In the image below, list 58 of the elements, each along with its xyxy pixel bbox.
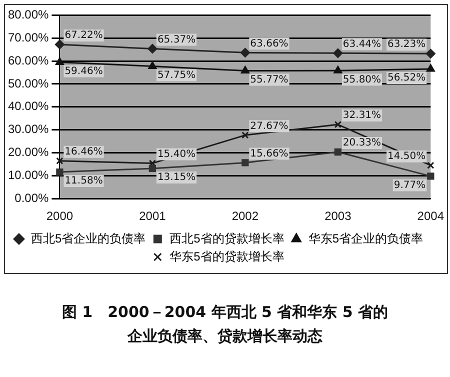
point	[334, 148, 342, 156]
point	[240, 66, 250, 74]
data-label: 32.31%	[342, 110, 382, 122]
data-label: 56.52%	[388, 72, 426, 84]
point	[148, 164, 156, 172]
data-label: 63.44%	[342, 38, 382, 50]
x-tick-label: 2003	[324, 209, 352, 224]
point	[334, 120, 342, 128]
legend-label: 华东5省企业的负债率	[308, 231, 424, 246]
legend-label: 西北5省的贷款增长率	[170, 231, 284, 246]
caption: 图 1 2000－2004 年西北 5 省和华东 5 省的企业负债率、贷款增长率动态	[60, 302, 390, 347]
point	[333, 48, 343, 58]
data-label: 55.77%	[250, 74, 288, 86]
x-tick-label: 2001	[139, 209, 166, 224]
y-tick-label: 10.00%	[8, 168, 50, 182]
data-label: 27.67%	[250, 120, 288, 132]
point	[426, 64, 435, 72]
data-label: 15.40%	[157, 148, 196, 160]
point	[56, 157, 64, 164]
point	[334, 66, 342, 74]
x-tick-label: 2000	[46, 209, 74, 224]
y-tick-label: 80.00%	[8, 8, 50, 22]
point	[148, 61, 157, 69]
point	[427, 172, 434, 180]
data-label: 59.46%	[64, 66, 103, 77]
data-label: 63.23%	[388, 39, 426, 50]
data-label: 65.37%	[157, 34, 196, 46]
point	[148, 44, 158, 54]
y-tick-label: 50.00%	[8, 76, 50, 90]
y-tick-label: 60.00%	[8, 53, 50, 68]
point	[426, 48, 436, 58]
point	[56, 168, 64, 176]
y-tick-label: 70.00%	[8, 30, 50, 44]
data-label: 67.22%	[64, 30, 103, 42]
data-label: 11.58%	[64, 176, 103, 187]
point	[55, 58, 64, 66]
x-tick-label: 2004	[417, 209, 444, 224]
point	[240, 48, 250, 58]
y-tick-label: 0.00%	[14, 190, 50, 205]
y-tick-label: 30.00%	[8, 122, 50, 136]
point	[54, 40, 64, 50]
legend-label: 华东5省的贷款增长率	[170, 249, 284, 264]
data-label: 9.77%	[394, 180, 426, 191]
y-tick-label: 40.00%	[8, 99, 50, 114]
data-label: 13.15%	[157, 172, 196, 184]
point	[242, 132, 249, 139]
data-label: 15.66%	[250, 148, 288, 160]
data-label: 20.33%	[342, 138, 382, 149]
data-label: 16.46%	[64, 146, 103, 158]
data-label: 14.50%	[388, 150, 426, 162]
point	[427, 162, 434, 169]
data-label: 63.66%	[250, 38, 288, 50]
data-label: 57.75%	[157, 70, 196, 81]
point	[242, 159, 249, 166]
legend-label: 西北5省企业的负债率	[30, 231, 146, 246]
data-label: 55.80%	[342, 74, 382, 86]
x-tick-label: 2002	[232, 209, 259, 224]
y-tick-label: 20.00%	[8, 145, 50, 160]
